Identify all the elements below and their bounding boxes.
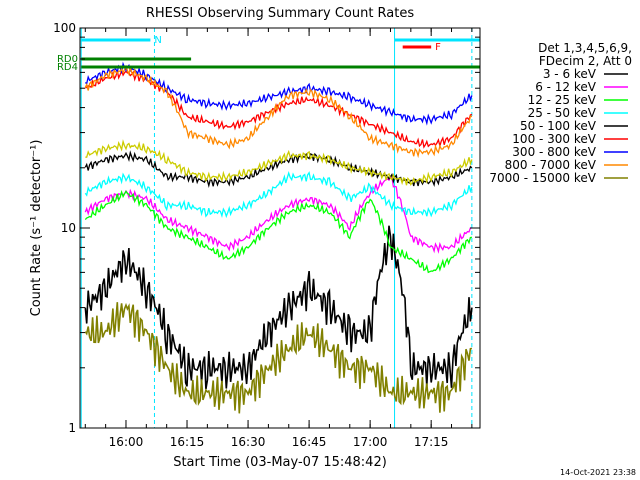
series-line-6 — [84, 61, 473, 126]
flag-label-f: F — [435, 42, 441, 53]
flag-label-rd4: RD4 — [57, 62, 78, 73]
legend-label-6: 300 - 800 keV — [512, 145, 596, 159]
series-line-1 — [84, 176, 472, 254]
flag-label-n: N — [154, 35, 161, 46]
legend: Det 1,3,4,5,6,9, FDecim 2, Att 0 3 - 6 k… — [489, 41, 632, 185]
legend-label-2: 12 - 25 keV — [528, 93, 597, 107]
y-axis-label: Count Rate (s⁻¹ detector⁻¹) — [29, 140, 44, 317]
series-line-2 — [84, 189, 473, 274]
x-tick-label-3: 16:45 — [292, 435, 327, 449]
x-tick-label-2: 16:30 — [231, 435, 266, 449]
series-line-8 — [84, 302, 473, 414]
chart-title: RHESSI Observing Summary Count Rates — [146, 6, 415, 21]
series-line-4 — [84, 150, 473, 188]
series-line-0 — [84, 225, 473, 390]
legend-header-line-2: FDecim 2, Att 0 — [539, 54, 632, 68]
y-tick-label-1: 10 — [61, 221, 76, 235]
legend-label-1: 6 - 12 keV — [535, 80, 597, 94]
series-line-5 — [85, 69, 473, 149]
x-tick-label-1: 16:15 — [170, 435, 205, 449]
legend-label-0: 3 - 6 keV — [543, 67, 597, 81]
legend-label-8: 7000 - 15000 keV — [489, 171, 596, 185]
series-line-3 — [84, 170, 473, 219]
legend-header-line-1: Det 1,3,4,5,6,9, — [538, 41, 632, 55]
y-tick-label-0: 1 — [68, 421, 76, 435]
legend-label-4: 50 - 100 keV — [520, 119, 597, 133]
plot-layer — [80, 28, 473, 428]
legend-label-3: 25 - 50 keV — [528, 106, 597, 120]
x-tick-label-0: 16:00 — [109, 435, 144, 449]
x-tick-label-5: 17:15 — [414, 435, 449, 449]
legend-label-7: 800 - 7000 keV — [505, 158, 597, 172]
x-tick-label-4: 17:00 — [353, 435, 388, 449]
legend-label-5: 100 - 300 keV — [512, 132, 596, 146]
flag-label-rd0: RD0 — [57, 54, 78, 65]
y-tick-label-2: 100 — [53, 21, 76, 35]
series-line-7 — [84, 64, 473, 159]
axes: 16:00 16:15 16:30 16:45 17:00 17:15 1 10 100 — [53, 21, 481, 449]
footer-date: 14-Oct-2021 23:38 — [560, 468, 636, 477]
x-axis-label: Start Time (03-May-07 15:48:42) — [173, 455, 387, 470]
series-line-9 — [85, 139, 473, 187]
